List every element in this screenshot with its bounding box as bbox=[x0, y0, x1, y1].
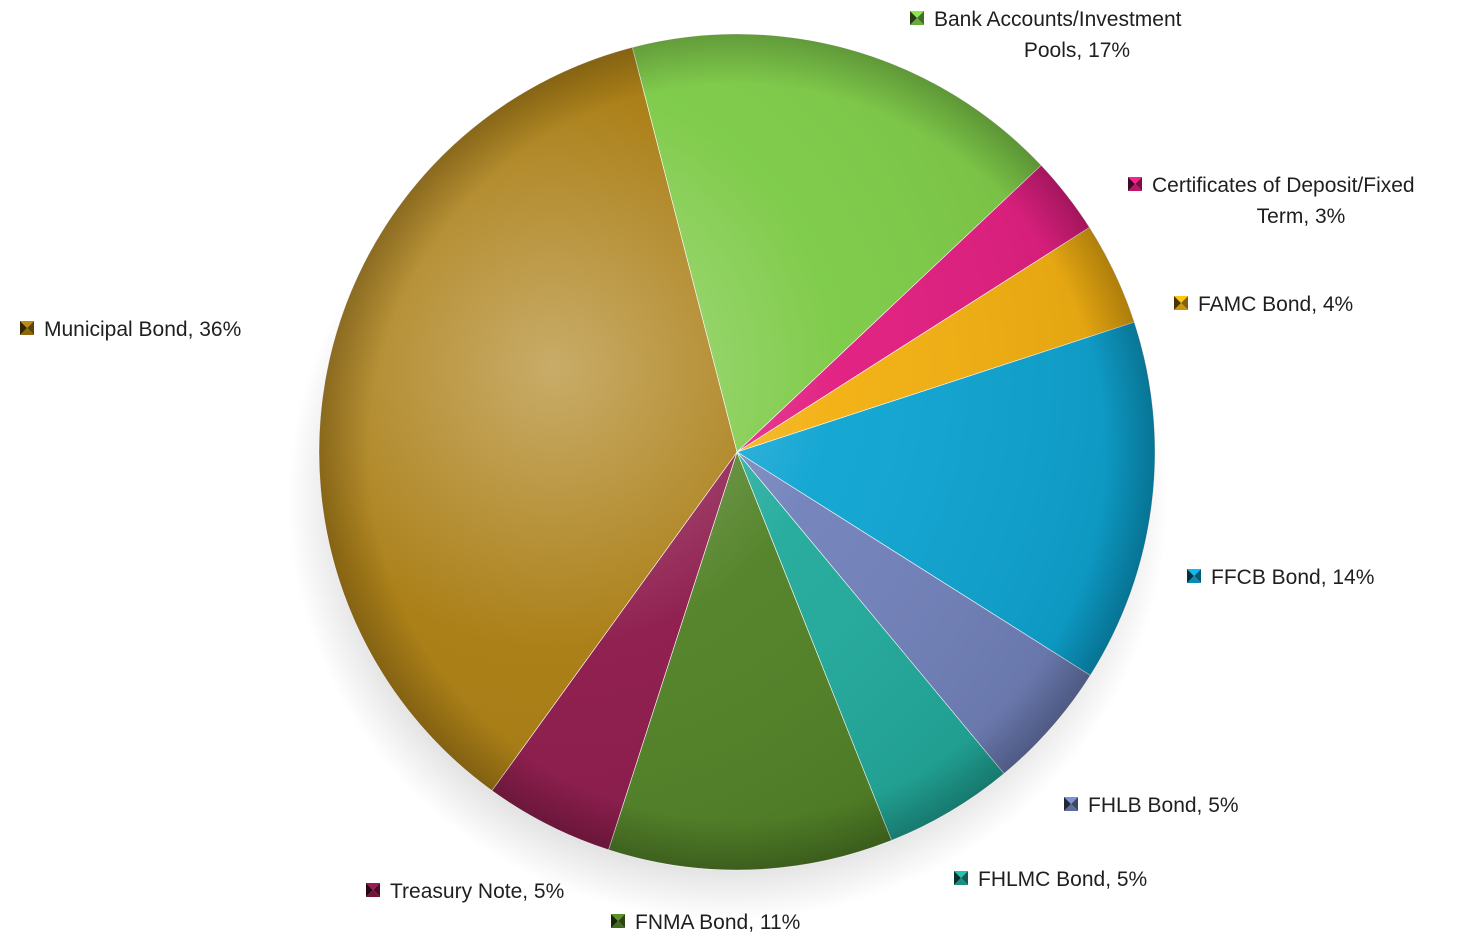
data-label-text: Municipal Bond, 36% bbox=[44, 318, 241, 341]
data-label-ffcb-bond: FFCB Bond, 14% bbox=[1187, 566, 1374, 589]
data-label-bank-accounts-investment-pools: Bank Accounts/Investment Pools, 17% bbox=[910, 8, 1182, 62]
data-label-text: FHLMC Bond, 5% bbox=[978, 868, 1147, 891]
data-label-text: Certificates of Deposit/Fixed bbox=[1152, 174, 1415, 197]
data-label-text: FFCB Bond, 14% bbox=[1211, 566, 1374, 589]
data-label-fhlb-bond: FHLB Bond, 5% bbox=[1064, 794, 1239, 817]
data-label-text: Bank Accounts/Investment bbox=[934, 8, 1182, 31]
pie-rim bbox=[319, 34, 1155, 870]
data-label-text: Treasury Note, 5% bbox=[390, 880, 564, 903]
data-label-text: FNMA Bond, 11% bbox=[635, 911, 800, 934]
legend-key-icon bbox=[611, 914, 625, 928]
data-label-municipal-bond: Municipal Bond, 36% bbox=[20, 318, 241, 341]
data-label-text: FHLB Bond, 5% bbox=[1088, 794, 1239, 817]
legend-key-icon bbox=[910, 11, 924, 25]
data-label-fnma-bond: FNMA Bond, 11% bbox=[611, 911, 800, 934]
data-label-text: Pools, 17% bbox=[1024, 39, 1130, 62]
legend-key-icon bbox=[1128, 177, 1142, 191]
data-label-text: Term, 3% bbox=[1257, 205, 1346, 228]
legend-key-icon bbox=[366, 883, 380, 897]
data-label-treasury-note: Treasury Note, 5% bbox=[366, 880, 564, 903]
legend-key-icon bbox=[1174, 296, 1188, 310]
data-label-fhlmc-bond: FHLMC Bond, 5% bbox=[954, 868, 1147, 891]
data-label-text: FAMC Bond, 4% bbox=[1198, 293, 1353, 316]
data-label-certificates-of-deposit-fixed-term: Certificates of Deposit/Fixed Term, 3% bbox=[1128, 174, 1415, 228]
legend-key-icon bbox=[1187, 569, 1201, 583]
legend-key-icon bbox=[20, 321, 34, 335]
data-label-famc-bond: FAMC Bond, 4% bbox=[1174, 293, 1353, 316]
legend-key-icon bbox=[954, 871, 968, 885]
legend-key-icon bbox=[1064, 797, 1078, 811]
